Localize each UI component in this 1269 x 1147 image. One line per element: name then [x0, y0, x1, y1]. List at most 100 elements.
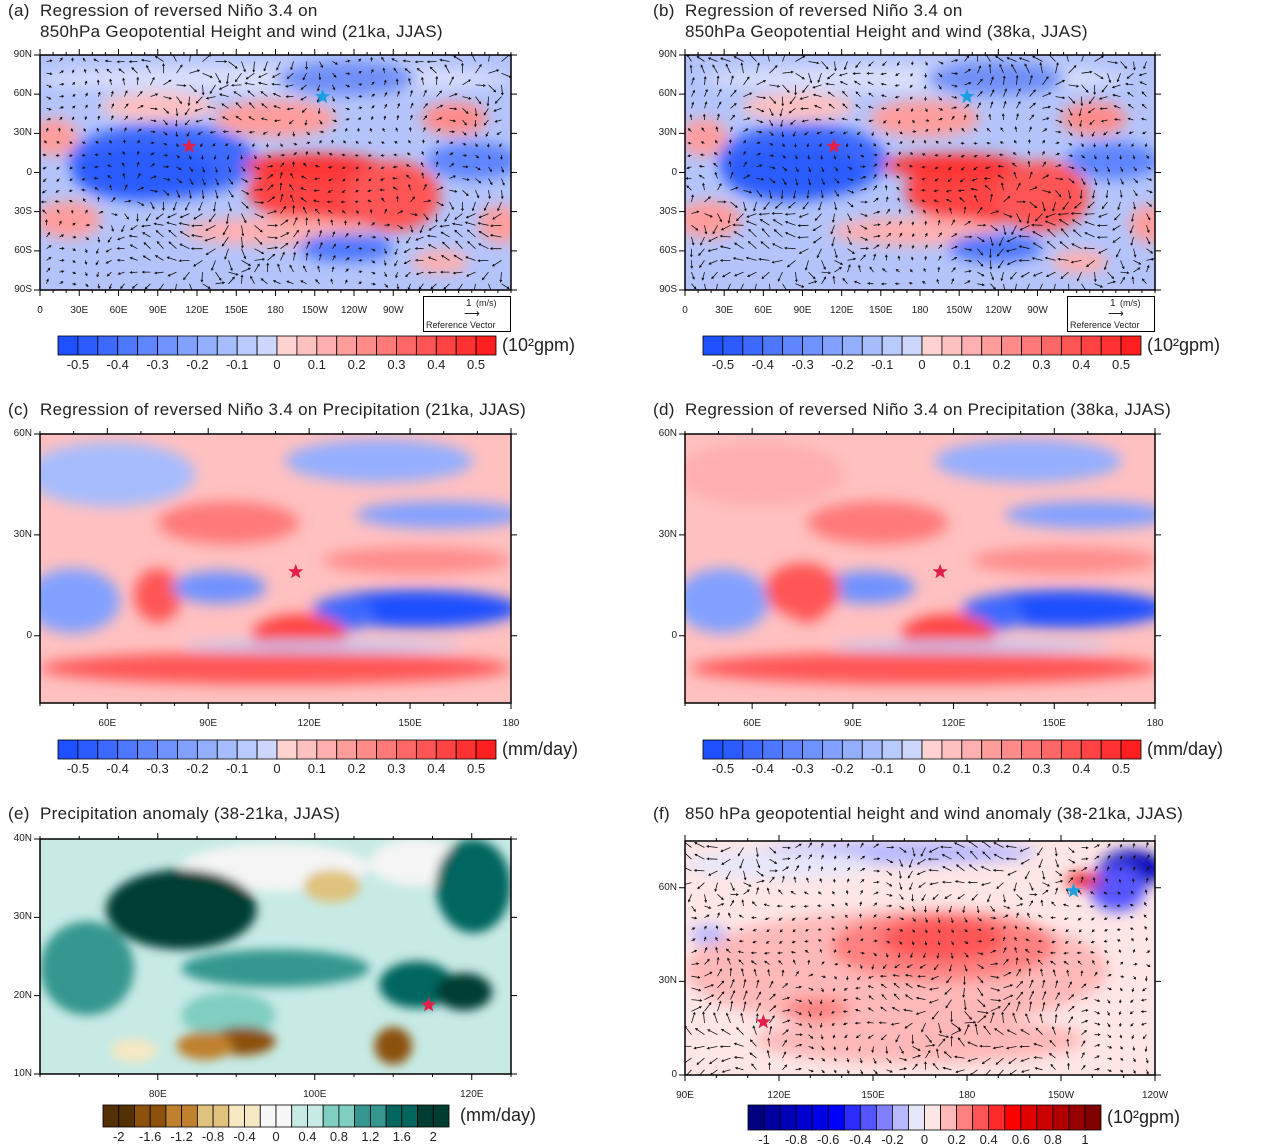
x-tick-label: 150W — [946, 305, 973, 316]
anomaly-region — [171, 571, 267, 604]
anomaly-region — [110, 1038, 158, 1063]
shaded-field — [685, 841, 1155, 1075]
star-marker-icon — [421, 997, 437, 1012]
colorbar-box — [307, 1104, 324, 1128]
colorbar-label: -0.2 — [881, 1132, 904, 1147]
reference-vector-value: 1 — [1110, 298, 1116, 309]
colorbar-label: -0.5 — [711, 357, 735, 372]
x-tick-label: 150E — [224, 305, 248, 316]
anomaly-region — [830, 217, 1000, 246]
x-tick-label: 60E — [109, 305, 128, 316]
anomaly-region — [1065, 873, 1104, 888]
colorbar-box — [981, 739, 1003, 760]
colorbar-box — [861, 335, 883, 356]
colorbar-label: -0.4 — [106, 357, 129, 372]
colorbar-box — [157, 739, 178, 760]
colorbar-box — [369, 1104, 387, 1128]
colorbar-box — [475, 335, 497, 356]
y-tick-label: 30N — [13, 528, 32, 540]
anomaly-region — [882, 153, 1024, 178]
colorbar-label: 1.2 — [361, 1129, 380, 1144]
axis-ticks — [679, 835, 1161, 1081]
colorbar-label: 0.2 — [347, 761, 366, 776]
colorbar-box — [157, 335, 178, 356]
colorbar-box — [822, 335, 843, 356]
x-tick-label: 150E — [1042, 718, 1066, 729]
colorbar-label: 0.4 — [979, 1132, 998, 1147]
anomaly-region — [242, 153, 384, 178]
colorbar-label: 2 — [429, 1129, 437, 1144]
colorbar-unit: (mm/day) — [1147, 738, 1223, 759]
x-tick-label: 120E — [941, 718, 966, 729]
colorbar-box — [782, 739, 803, 760]
anomaly-region — [435, 839, 511, 933]
panel-letter: (b) — [653, 1, 675, 20]
panel-title: Precipitation anomaly (38-21ka, JJAS) — [40, 804, 341, 823]
x-tick-label: 150E — [398, 718, 422, 729]
colorbar-unit: (10²gpm) — [1107, 1106, 1181, 1127]
colorbar-box — [940, 1104, 957, 1131]
reference-vector-box: 1 (m/s) ⟶ Reference Vector — [1067, 296, 1155, 332]
colorbar-box — [196, 335, 218, 356]
colorbar-label: 0.2 — [947, 1132, 966, 1147]
y-tick-label: 30N — [658, 127, 677, 139]
colorbar-box — [1120, 739, 1142, 760]
colorbar-label: 0.1 — [307, 357, 326, 372]
colorbar-box — [316, 335, 338, 356]
anomaly-region — [1051, 250, 1108, 274]
colorbar-box — [356, 335, 377, 356]
y-tick-label: 20N — [13, 989, 32, 1001]
colorbar-box — [747, 1104, 765, 1131]
wind-vector-field — [685, 841, 1151, 1075]
colorbar-label: -2 — [112, 1129, 125, 1144]
y-tick-label: 30N — [658, 528, 677, 540]
colorbar-box — [376, 739, 397, 760]
colorbar-label: -0.2 — [186, 357, 209, 372]
colorbar-box — [841, 739, 863, 760]
colorbar-label: -0.3 — [791, 357, 814, 372]
colorbar-box — [196, 739, 218, 760]
colorbar-box — [827, 1104, 845, 1131]
anomaly-region — [421, 102, 488, 135]
colorbar-box — [181, 1104, 198, 1128]
colorbar-box — [1080, 335, 1102, 356]
y-tick-label: 30S — [659, 205, 677, 217]
anomaly-region — [830, 641, 1113, 652]
x-tick-label: 60E — [98, 718, 117, 729]
colorbar-box — [322, 1104, 340, 1128]
colorbar-label: 0.3 — [1032, 357, 1051, 372]
anomaly-region — [374, 1027, 413, 1065]
x-tick-label: 90E — [793, 305, 812, 316]
star-marker-icon — [288, 563, 304, 579]
anomaly-region — [40, 921, 135, 1016]
anomaly-region — [322, 546, 511, 574]
y-tick-label: 40N — [13, 833, 32, 844]
shaded-field — [40, 839, 511, 1074]
anomaly-region — [176, 1031, 234, 1060]
colorbar-box — [354, 1104, 371, 1128]
colorbar-label: 0 — [272, 1129, 280, 1144]
colorbar-label: -0.6 — [817, 1132, 840, 1147]
colorbar-label: 0.2 — [992, 761, 1011, 776]
colorbar-box — [475, 739, 497, 760]
colorbar-box — [892, 1104, 909, 1131]
y-tick-label: 30S — [14, 205, 32, 217]
map-plot — [679, 428, 1161, 709]
reference-vector-value: 1 — [466, 298, 472, 309]
colorbar-box — [396, 335, 417, 356]
anomaly-region — [181, 949, 370, 988]
colorbar-box — [177, 335, 198, 356]
anomaly-region — [157, 501, 300, 545]
colorbar-box — [1068, 1104, 1086, 1131]
colorbar-box — [1052, 1104, 1070, 1131]
anomaly-region — [783, 997, 850, 1022]
colorbar-label: -0.2 — [831, 357, 854, 372]
anomaly-region — [1004, 501, 1155, 529]
anomaly-region — [755, 1016, 1085, 1064]
colorbar-box — [216, 739, 238, 760]
colorbar-box — [134, 1104, 151, 1128]
colorbar-label: -0.5 — [711, 761, 735, 776]
y-tick-label: 0 — [671, 1069, 677, 1080]
wind-vector-field — [685, 55, 1155, 290]
anomaly-region — [685, 568, 770, 634]
